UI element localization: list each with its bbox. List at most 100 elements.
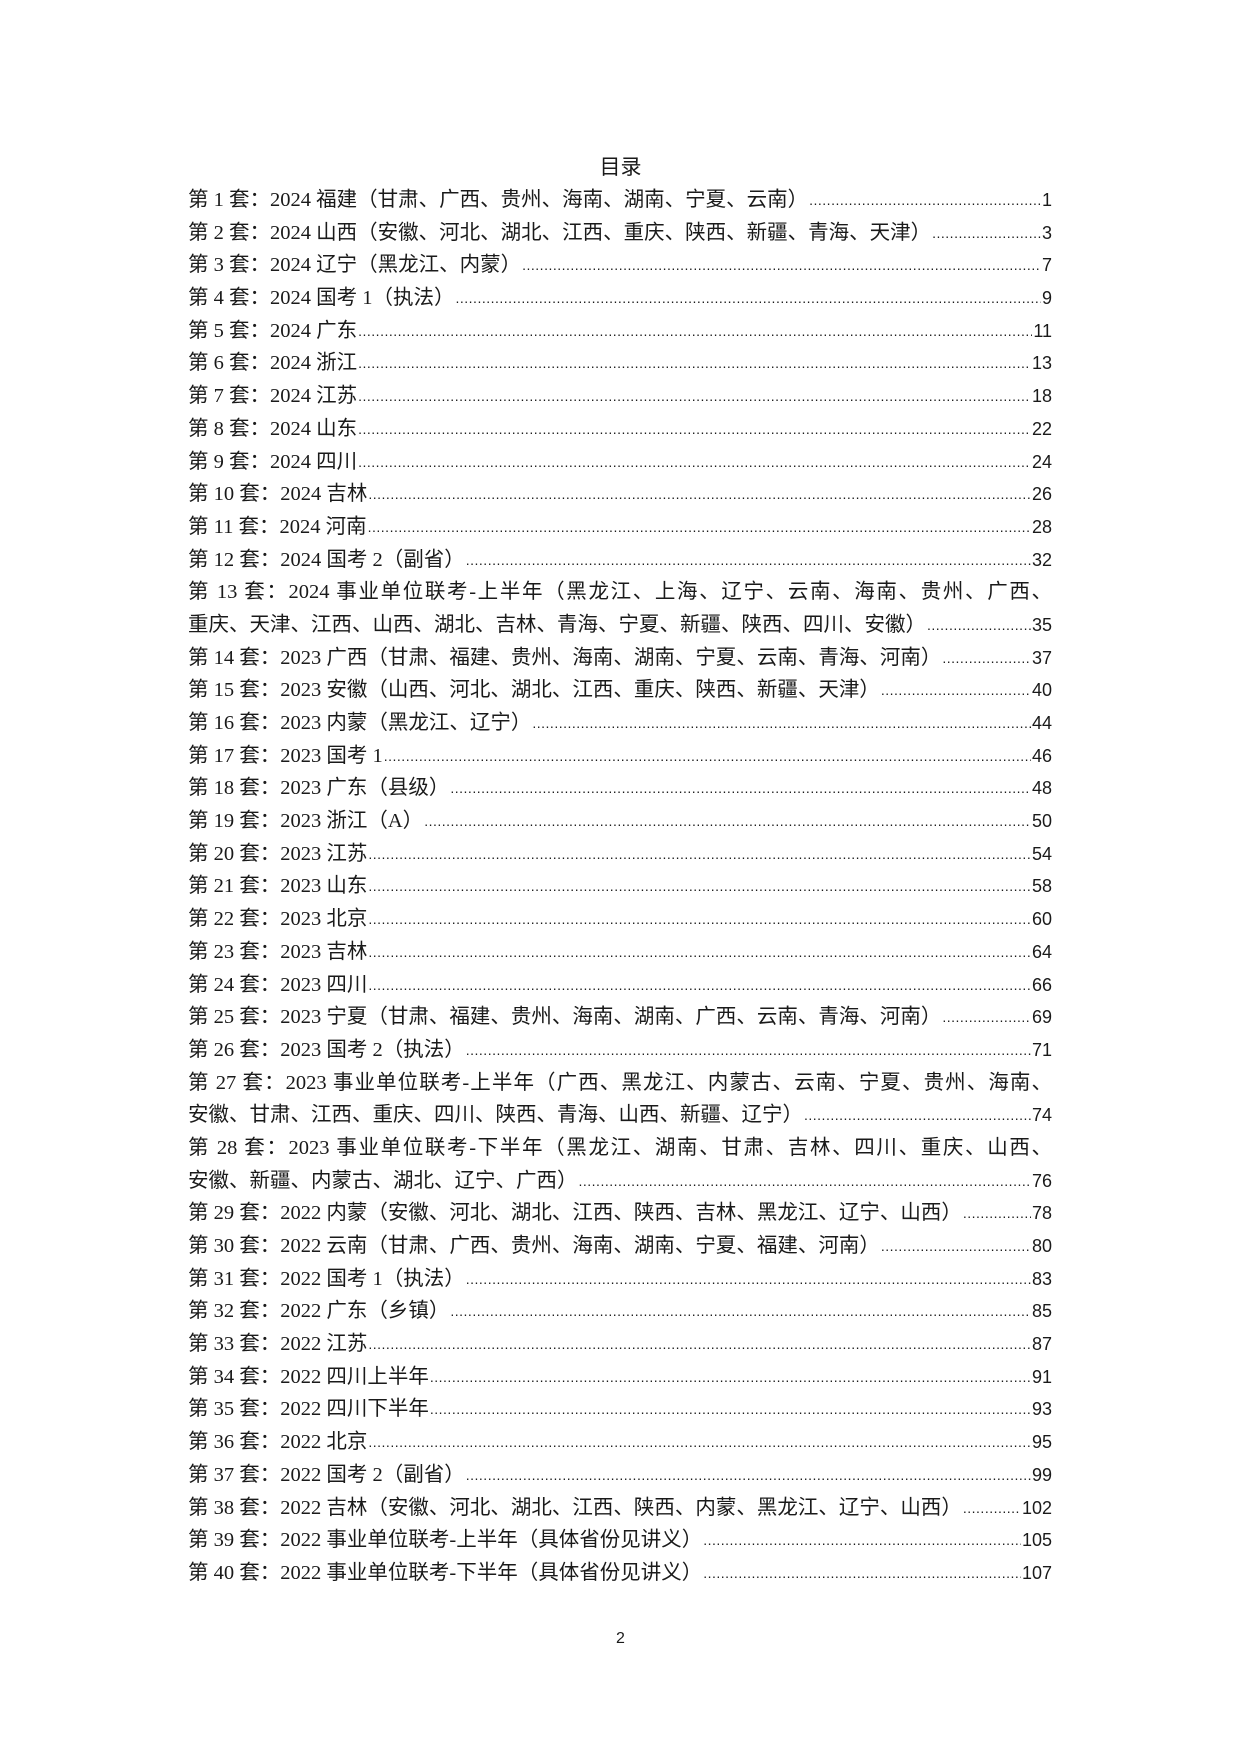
toc-entry-page: 37 xyxy=(1031,647,1052,668)
toc-entry[interactable]: 重庆、天津、江西、山西、湖北、吉林、青海、宁夏、新疆、陕西、四川、安徽） 35 xyxy=(188,609,1052,642)
toc-entry[interactable]: 第 26 套：2023 国考 2（执法） 71 xyxy=(188,1034,1052,1067)
toc-entry[interactable]: 第 18 套：2023 广东（县级） 48 xyxy=(188,772,1052,805)
toc-entry[interactable]: 第 1 套：2024 福建（甘肃、广西、贵州、海南、湖南、宁夏、云南） 1 xyxy=(188,184,1052,217)
toc-entry[interactable]: 第 31 套：2022 国考 1（执法） 83 xyxy=(188,1263,1052,1296)
dot-leader xyxy=(456,282,1041,315)
dot-leader xyxy=(424,805,1031,838)
toc-entry[interactable]: 第 13 套：2024 事业单位联考-上半年（黑龙江、上海、辽宁、云南、海南、贵… xyxy=(188,576,1052,609)
dot-leader xyxy=(430,1393,1031,1426)
toc-entry-page: 66 xyxy=(1031,974,1052,995)
toc-entry[interactable]: 第 38 套：2022 吉林（安徽、河北、湖北、江西、陕西、内蒙、黑龙江、辽宁、… xyxy=(188,1492,1052,1525)
toc-entry-page: 54 xyxy=(1031,843,1052,864)
toc-entry[interactable]: 第 30 套：2022 云南（甘肃、广西、贵州、海南、湖南、宁夏、福建、河南） 8… xyxy=(188,1230,1052,1263)
toc-entry-title: 第 14 套：2023 广西（甘肃、福建、贵州、海南、湖南、宁夏、云南、青海、河… xyxy=(188,646,942,669)
dot-leader xyxy=(358,347,1031,380)
dot-leader xyxy=(466,544,1031,577)
dot-leader xyxy=(368,511,1031,544)
toc-entry-title: 第 39 套：2022 事业单位联考-上半年（具体省份见讲义） xyxy=(188,1529,703,1552)
toc-entry[interactable]: 第 39 套：2022 事业单位联考-上半年（具体省份见讲义） 105 xyxy=(188,1524,1052,1557)
toc-entry[interactable]: 第 33 套：2022 江苏 87 xyxy=(188,1328,1052,1361)
toc-entry[interactable]: 第 15 套：2023 安徽（山西、河北、湖北、江西、重庆、陕西、新疆、天津） 4… xyxy=(188,674,1052,707)
toc-entry-page: 22 xyxy=(1031,418,1052,439)
toc-entry-title: 第 35 套：2022 四川下半年 xyxy=(188,1398,429,1421)
toc-entry-title: 第 13 套：2024 事业单位联考-上半年（黑龙江、上海、辽宁、云南、海南、贵… xyxy=(188,581,1052,604)
toc-entry-page: 50 xyxy=(1031,811,1052,832)
toc-entry[interactable]: 第 21 套：2023 山东 58 xyxy=(188,870,1052,903)
toc-entry[interactable]: 第 8 套：2024 山东 22 xyxy=(188,413,1052,446)
toc-entry-title: 第 15 套：2023 安徽（山西、河北、湖北、江西、重庆、陕西、新疆、天津） xyxy=(188,679,880,702)
toc-entry-title: 第 8 套：2024 山东 xyxy=(188,417,358,440)
dot-leader xyxy=(368,838,1031,871)
dot-leader xyxy=(942,642,1031,675)
page-number: 2 xyxy=(616,1630,625,1647)
toc-entry-title: 第 22 套：2023 北京 xyxy=(188,908,368,931)
toc-entry[interactable]: 第 35 套：2022 四川下半年 93 xyxy=(188,1393,1052,1426)
toc-entry-page: 28 xyxy=(1031,516,1052,537)
toc-entry[interactable]: 第 17 套：2023 国考 1 46 xyxy=(188,740,1052,773)
dot-leader xyxy=(384,740,1031,773)
toc-entry-title: 第 18 套：2023 广东（县级） xyxy=(188,777,450,800)
toc-entry-title: 第 16 套：2023 内蒙（黑龙江、辽宁） xyxy=(188,712,532,734)
toc-entry-page: 93 xyxy=(1031,1399,1052,1420)
toc-entry[interactable]: 第 28 套：2023 事业单位联考-下半年（黑龙江、湖南、甘肃、吉林、四川、重… xyxy=(188,1132,1052,1165)
toc-entry[interactable]: 安徽、甘肃、江西、重庆、四川、陕西、青海、山西、新疆、辽宁） 74 xyxy=(188,1099,1052,1132)
toc-entry-page: 35 xyxy=(1031,614,1052,635)
toc-entry-page: 85 xyxy=(1031,1301,1052,1322)
toc-entry[interactable]: 第 9 套：2024 四川 24 xyxy=(188,446,1052,479)
toc-entry[interactable]: 第 32 套：2022 广东（乡镇） 85 xyxy=(188,1295,1052,1328)
toc-entry[interactable]: 第 10 套：2024 吉林 26 xyxy=(188,478,1052,511)
toc-entry-page: 11 xyxy=(1033,320,1052,341)
toc-entry-title: 第 24 套：2023 四川 xyxy=(188,973,368,996)
toc-entry-page: 91 xyxy=(1031,1366,1052,1387)
toc-entry[interactable]: 第 14 套：2023 广西（甘肃、福建、贵州、海南、湖南、宁夏、云南、青海、河… xyxy=(188,642,1052,675)
toc-entry[interactable]: 第 3 套：2024 辽宁（黑龙江、内蒙） 7 xyxy=(188,249,1052,282)
dot-leader xyxy=(963,1197,1031,1230)
toc-entry-title: 第 7 套：2024 江苏 xyxy=(188,385,358,408)
toc-entry[interactable]: 第 25 套：2023 宁夏（甘肃、福建、贵州、海南、湖南、广西、云南、青海、河… xyxy=(188,1001,1052,1034)
dot-leader xyxy=(430,1361,1031,1394)
toc-entry[interactable]: 第 19 套：2023 浙江（A） 50 xyxy=(188,805,1052,838)
toc-entry-title: 第 10 套：2024 吉林 xyxy=(188,483,368,506)
toc-entry[interactable]: 第 34 套：2022 四川上半年 91 xyxy=(188,1361,1052,1394)
toc-entry-title: 第 33 套：2022 江苏 xyxy=(188,1333,368,1356)
toc-entry-title: 重庆、天津、江西、山西、湖北、吉林、青海、宁夏、新疆、陕西、四川、安徽） xyxy=(188,613,926,636)
toc-entry-page: 32 xyxy=(1031,549,1052,570)
toc-entry[interactable]: 第 5 套：2024 广东 11 xyxy=(188,315,1052,348)
toc-entry-page: 69 xyxy=(1031,1007,1052,1028)
toc-entry[interactable]: 第 4 套：2024 国考 1（执法） 9 xyxy=(188,282,1052,315)
toc-entry[interactable]: 第 36 套：2022 北京 95 xyxy=(188,1426,1052,1459)
toc-entry-title: 第 23 套：2023 吉林 xyxy=(188,940,368,963)
toc-entry[interactable]: 安徽、新疆、内蒙古、湖北、辽宁、广西） 76 xyxy=(188,1165,1052,1198)
dot-leader xyxy=(358,446,1031,479)
toc-entry[interactable]: 第 23 套：2023 吉林 64 xyxy=(188,936,1052,969)
toc-entry[interactable]: 第 24 套：2023 四川 66 xyxy=(188,969,1052,1002)
toc-entry[interactable]: 第 29 套：2022 内蒙（安徽、河北、湖北、江西、陕西、吉林、黑龙江、辽宁、… xyxy=(188,1197,1052,1230)
toc-entry-title: 第 6 套：2024 浙江 xyxy=(188,352,358,375)
toc-entry-title: 第 36 套：2022 北京 xyxy=(188,1431,368,1454)
toc-entry[interactable]: 第 40 套：2022 事业单位联考-下半年（具体省份见讲义） 107 xyxy=(188,1557,1052,1590)
toc-entry[interactable]: 第 37 套：2022 国考 2（副省） 99 xyxy=(188,1459,1052,1492)
toc-entry[interactable]: 第 20 套：2023 江苏 54 xyxy=(188,838,1052,871)
dot-leader xyxy=(963,1492,1021,1525)
toc-entry-page: 95 xyxy=(1031,1432,1052,1453)
toc-entry[interactable]: 第 7 套：2024 江苏 18 xyxy=(188,380,1052,413)
toc-entry[interactable]: 第 16 套：2023 内蒙（黑龙江、辽宁） 44 xyxy=(188,707,1052,740)
dot-leader xyxy=(368,969,1031,1002)
toc-entry[interactable]: 第 22 套：2023 北京 60 xyxy=(188,903,1052,936)
dot-leader xyxy=(368,903,1031,936)
toc-entry[interactable]: 第 27 套：2023 事业单位联考-上半年（广西、黑龙江、内蒙古、云南、宁夏、… xyxy=(188,1067,1052,1100)
toc-entry[interactable]: 第 11 套：2024 河南 28 xyxy=(188,511,1052,544)
toc-entry[interactable]: 第 12 套：2024 国考 2（副省） 32 xyxy=(188,544,1052,577)
toc-entry-page: 1 xyxy=(1041,190,1052,210)
dot-leader xyxy=(450,1295,1031,1328)
toc-entry[interactable]: 第 2 套：2024 山西（安徽、河北、湖北、江西、重庆、陕西、新疆、青海、天津… xyxy=(188,217,1052,250)
toc-entry-page: 74 xyxy=(1031,1105,1052,1126)
toc-entry-page: 83 xyxy=(1031,1268,1052,1289)
toc-entry-title: 第 11 套：2024 河南 xyxy=(188,515,367,538)
toc-entry[interactable]: 第 6 套：2024 浙江 13 xyxy=(188,347,1052,380)
toc-entry-title: 第 12 套：2024 国考 2（副省） xyxy=(188,548,465,571)
toc-entry-page: 24 xyxy=(1031,451,1052,472)
toc-entry-title: 第 26 套：2023 国考 2（执法） xyxy=(188,1038,465,1061)
dot-leader xyxy=(466,1459,1031,1492)
dot-leader xyxy=(932,217,1041,250)
